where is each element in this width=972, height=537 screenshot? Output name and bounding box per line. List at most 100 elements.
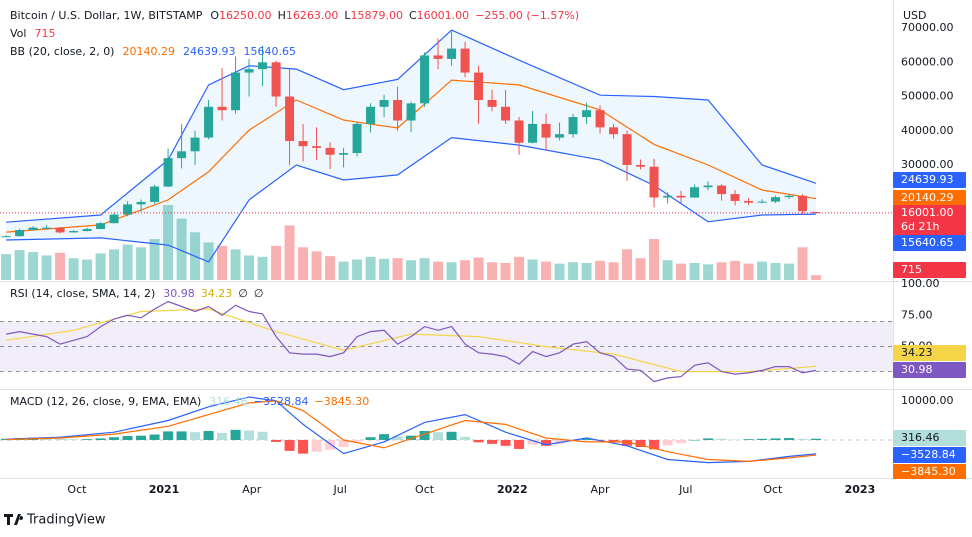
volume-bar bbox=[68, 258, 79, 280]
bb-fill bbox=[6, 30, 817, 262]
x-tick-label: Oct bbox=[763, 483, 783, 496]
ohlc-key: C bbox=[409, 9, 417, 22]
volume-bar bbox=[784, 263, 795, 280]
candle-body bbox=[123, 204, 133, 215]
volume-bar bbox=[136, 247, 147, 280]
macd-histogram-bar bbox=[392, 436, 403, 440]
x-tick-label: Apr bbox=[242, 483, 262, 496]
candle-body bbox=[595, 110, 605, 128]
candle-body bbox=[582, 110, 592, 118]
ohlc-key: H bbox=[278, 9, 286, 22]
volume-bar bbox=[460, 260, 471, 280]
price-tag-bg bbox=[893, 219, 966, 235]
price-tag-bg bbox=[893, 430, 966, 446]
candle-body bbox=[460, 48, 470, 73]
volume-bar bbox=[622, 249, 633, 280]
price-tag: 715 bbox=[901, 263, 922, 276]
ohlc-key: L bbox=[344, 9, 351, 22]
macd-histogram-bar bbox=[298, 439, 309, 454]
candle-body bbox=[69, 231, 79, 233]
macd-histogram-bar bbox=[82, 439, 93, 440]
macd-histogram-bar bbox=[473, 439, 484, 443]
macd-histogram-bar bbox=[811, 438, 822, 440]
candle-body bbox=[433, 55, 443, 59]
macd-histogram-bar bbox=[527, 439, 538, 445]
volume-bar bbox=[28, 252, 39, 280]
bb-lower-value: 15640.65 bbox=[243, 45, 296, 58]
x-tick-label: Oct bbox=[67, 483, 87, 496]
macd-value: −3528.84 bbox=[254, 395, 309, 408]
macd-histogram-bar bbox=[68, 439, 79, 440]
volume-bar bbox=[311, 251, 322, 280]
candle-body bbox=[501, 106, 511, 121]
macd-histogram-bar bbox=[55, 438, 66, 440]
price-tag: 34.23 bbox=[901, 346, 933, 359]
candle-body bbox=[150, 186, 160, 202]
volume-bar bbox=[554, 263, 565, 280]
macd-histogram-bar bbox=[716, 438, 727, 440]
volume-bar bbox=[811, 275, 822, 280]
macd-title: MACD (12, 26, close, 9, EMA, EMA) bbox=[10, 395, 201, 408]
volume-bar bbox=[757, 261, 768, 280]
candle-body bbox=[136, 201, 146, 205]
volume-bar bbox=[122, 244, 133, 280]
bb-lower bbox=[6, 136, 817, 263]
volume-bar bbox=[298, 247, 309, 280]
rsi-ma-value: 34.23 bbox=[201, 287, 233, 300]
y-tick-label: 40000.00 bbox=[901, 124, 954, 137]
candle-body bbox=[771, 197, 781, 202]
candle-body bbox=[757, 201, 767, 203]
macd-histogram-bar bbox=[743, 439, 754, 440]
rsi-legend: RSI (14, close, SMA, 14, 2) 30.98 34.23 ∅ ∅ bbox=[10, 287, 263, 300]
signal-line bbox=[6, 400, 817, 463]
candle-body bbox=[109, 214, 119, 224]
y-tick-label: 50000.00 bbox=[901, 90, 954, 103]
macd-histogram-bar bbox=[703, 438, 714, 440]
volume-bar bbox=[730, 260, 741, 280]
macd-histogram-bar bbox=[352, 439, 363, 442]
macd-hist-value: 316.46 bbox=[209, 395, 248, 408]
macd-histogram-bar bbox=[622, 439, 633, 446]
plot-layer bbox=[0, 29, 893, 464]
macd-histogram-bar bbox=[433, 432, 444, 440]
volume-bar bbox=[473, 257, 484, 280]
volume-bar bbox=[244, 255, 255, 280]
x-tick-label: 2023 bbox=[845, 483, 876, 496]
candle-body bbox=[15, 230, 25, 237]
y-tick-label: 30000.00 bbox=[901, 158, 954, 171]
y-tick-label: 75.00 bbox=[901, 308, 933, 321]
macd-histogram-bar bbox=[311, 439, 322, 452]
price-tag: 316.46 bbox=[901, 431, 940, 444]
ohlc-value: 16250.00 bbox=[219, 9, 272, 22]
volume-bar bbox=[14, 250, 25, 280]
branding: TradingView bbox=[4, 513, 106, 528]
rsi-band bbox=[0, 321, 893, 372]
volume-bar bbox=[419, 258, 430, 280]
macd-histogram-bar bbox=[109, 437, 120, 440]
bb-legend: BB (20, close, 2, 0) 20140.29 24639.93 1564… bbox=[10, 45, 296, 58]
bb-basis-value: 20140.29 bbox=[122, 45, 175, 58]
macd-histogram-bar bbox=[460, 436, 471, 440]
volume-bar bbox=[1, 254, 12, 280]
volume-bar bbox=[338, 261, 349, 280]
macd-histogram-bar bbox=[662, 439, 673, 446]
volume-bar bbox=[581, 262, 592, 280]
candle-body bbox=[217, 106, 227, 111]
macd-histogram-bar bbox=[784, 438, 795, 440]
macd-histogram-bar bbox=[190, 432, 201, 440]
macd-histogram-bar bbox=[257, 431, 268, 440]
candle-body bbox=[514, 120, 524, 143]
volume-bar bbox=[716, 262, 727, 280]
candle-body bbox=[204, 106, 214, 138]
candle-body bbox=[163, 158, 173, 187]
rsi-line bbox=[5, 300, 817, 383]
volume-bar bbox=[163, 205, 174, 280]
candle-body bbox=[447, 48, 457, 59]
x-tick-label: 2022 bbox=[497, 483, 528, 496]
macd-histogram-bar bbox=[149, 434, 160, 440]
macd-histogram-bar bbox=[419, 430, 430, 440]
bb-upper-value: 24639.93 bbox=[183, 45, 236, 58]
macd-histogram-bar bbox=[514, 439, 525, 449]
macd-histogram-bar bbox=[325, 439, 336, 450]
